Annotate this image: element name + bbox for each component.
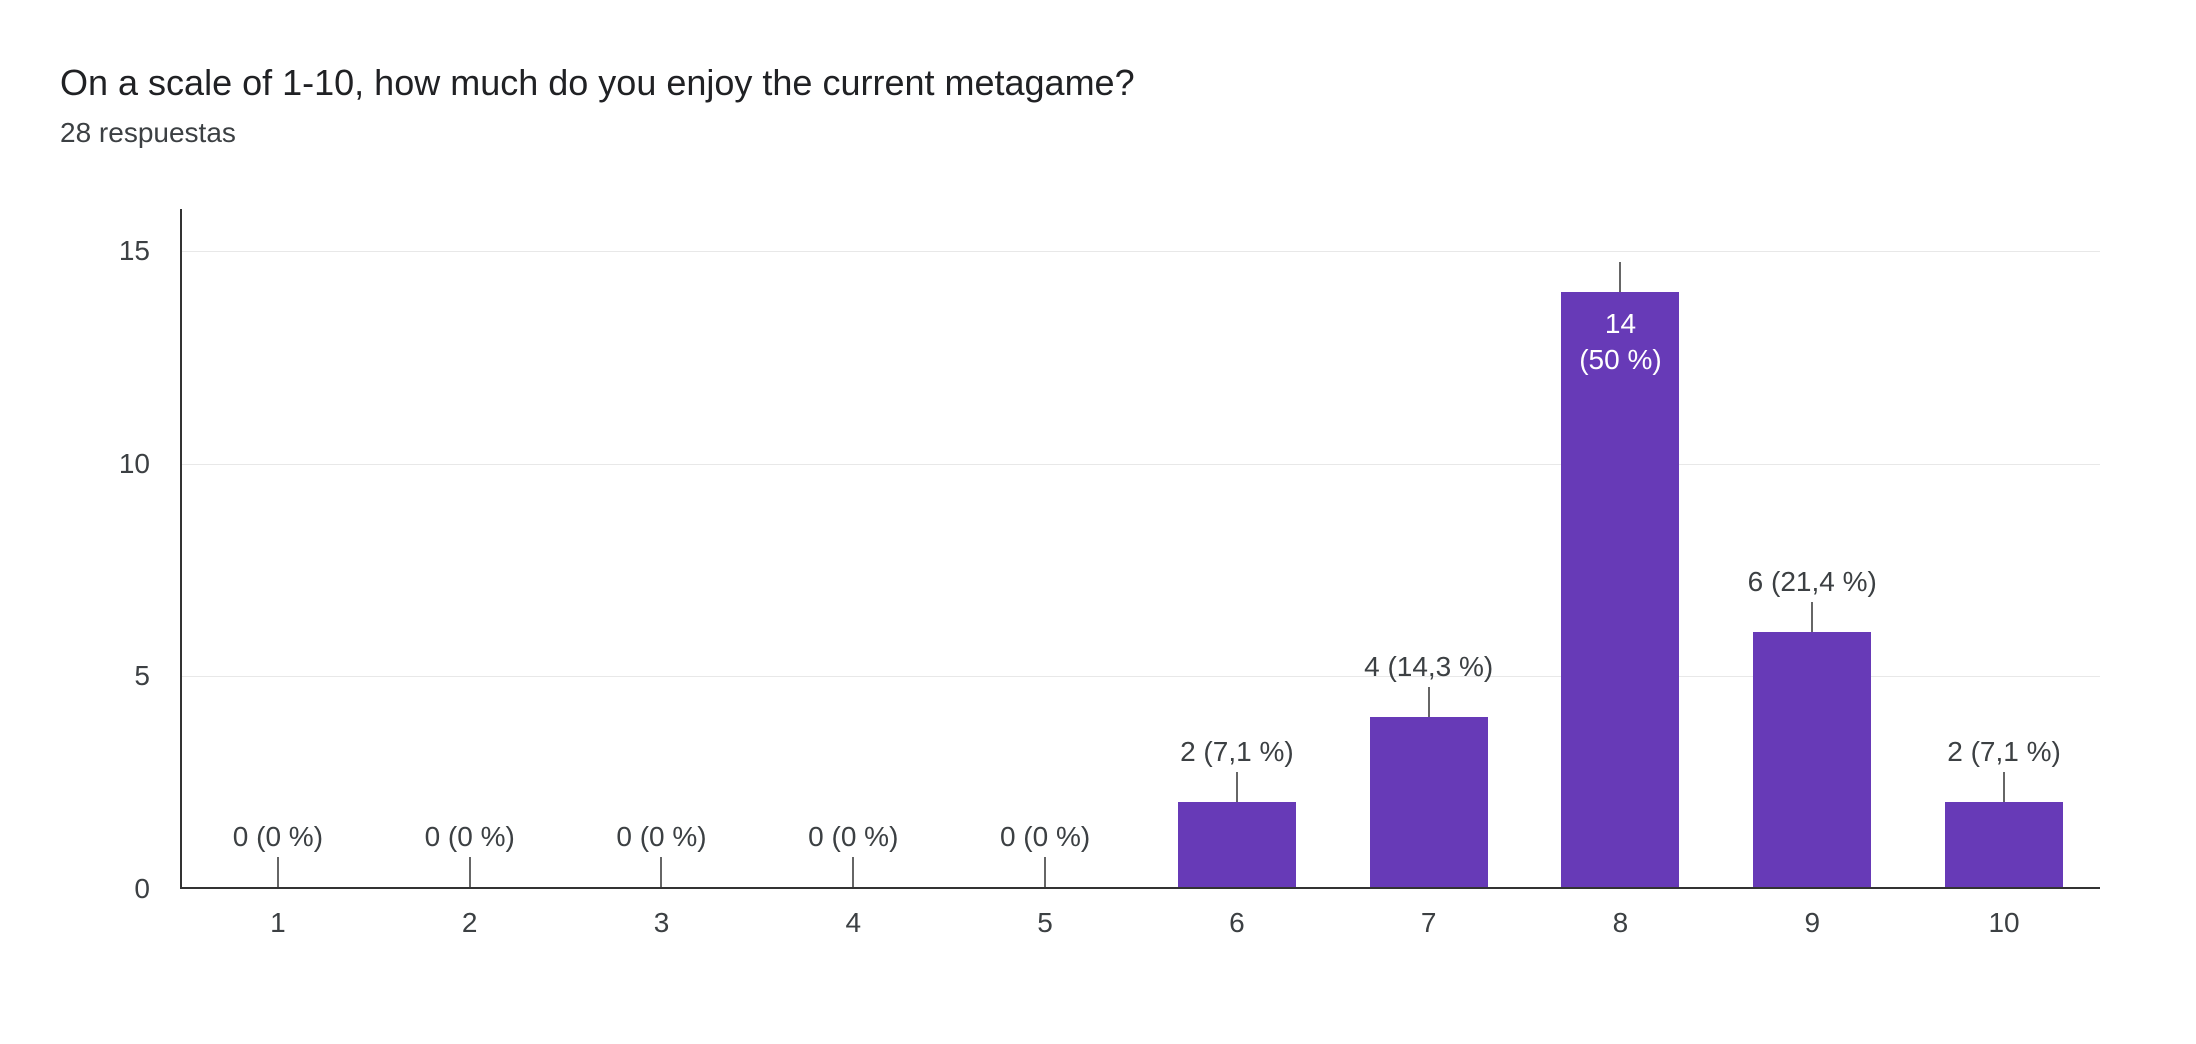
x-tick-label: 7 [1421, 907, 1437, 939]
data-tick [2003, 772, 2005, 802]
x-tick-label: 10 [1988, 907, 2019, 939]
x-tick-label: 1 [270, 907, 286, 939]
bar [1753, 632, 1871, 887]
response-count: 28 respuestas [60, 117, 2136, 149]
data-tick [852, 857, 854, 887]
data-label: 14 (50 %) [1579, 306, 1661, 379]
x-tick-label: 5 [1037, 907, 1053, 939]
bar-slot: 0 (0 %)2 [374, 209, 566, 887]
chart-title: On a scale of 1-10, how much do you enjo… [60, 60, 2136, 107]
data-tick [277, 857, 279, 887]
data-label: 0 (0 %) [233, 821, 323, 853]
chart-container: On a scale of 1-10, how much do you enjo… [0, 0, 2196, 1009]
bar-slot: 2 (7,1 %)10 [1908, 209, 2100, 887]
y-tick-label: 5 [90, 660, 150, 692]
data-label: 2 (7,1 %) [1180, 736, 1294, 768]
data-label: 2 (7,1 %) [1947, 736, 2061, 768]
data-label: 0 (0 %) [616, 821, 706, 853]
data-tick [469, 857, 471, 887]
y-tick-label: 0 [90, 873, 150, 905]
data-tick [1428, 687, 1430, 717]
bar [1370, 717, 1488, 887]
x-tick-label: 9 [1804, 907, 1820, 939]
bar-slot: 6 (21,4 %)9 [1716, 209, 1908, 887]
x-tick-label: 3 [654, 907, 670, 939]
data-tick [1236, 772, 1238, 802]
bars-group: 0 (0 %)10 (0 %)20 (0 %)30 (0 %)40 (0 %)5… [182, 209, 2100, 887]
bar-slot: 0 (0 %)3 [566, 209, 758, 887]
data-label: 4 (14,3 %) [1364, 651, 1493, 683]
data-label: 6 (21,4 %) [1748, 566, 1877, 598]
data-label: 0 (0 %) [1000, 821, 1090, 853]
x-tick-label: 4 [845, 907, 861, 939]
bar [1945, 802, 2063, 887]
bar-slot: 2 (7,1 %)6 [1141, 209, 1333, 887]
data-label: 0 (0 %) [425, 821, 515, 853]
data-tick [1044, 857, 1046, 887]
y-tick-label: 15 [90, 235, 150, 267]
data-tick [1619, 262, 1621, 292]
bar-slot: 4 (14,3 %)7 [1333, 209, 1525, 887]
bar [1561, 292, 1679, 887]
bar-slot: 14 (50 %)8 [1525, 209, 1717, 887]
bar-slot: 0 (0 %)4 [757, 209, 949, 887]
x-tick-label: 6 [1229, 907, 1245, 939]
data-tick [1811, 602, 1813, 632]
data-label: 0 (0 %) [808, 821, 898, 853]
y-tick-label: 10 [90, 448, 150, 480]
bar-slot: 0 (0 %)1 [182, 209, 374, 887]
chart-outer: 051015 0 (0 %)10 (0 %)20 (0 %)30 (0 %)40… [100, 209, 2120, 969]
x-tick-label: 2 [462, 907, 478, 939]
x-tick-label: 8 [1613, 907, 1629, 939]
bar-slot: 0 (0 %)5 [949, 209, 1141, 887]
data-tick [660, 857, 662, 887]
bar [1178, 802, 1296, 887]
plot-area: 0 (0 %)10 (0 %)20 (0 %)30 (0 %)40 (0 %)5… [180, 209, 2100, 889]
